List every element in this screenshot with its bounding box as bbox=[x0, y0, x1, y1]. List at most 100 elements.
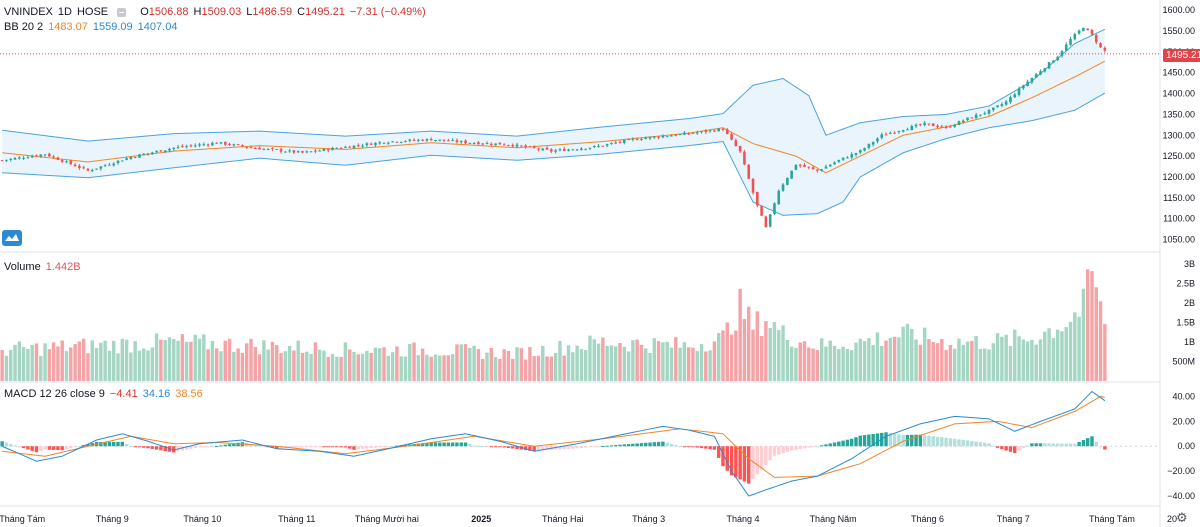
tradingview-logo-icon[interactable] bbox=[2, 228, 22, 248]
volume-bar bbox=[562, 355, 566, 381]
candle-body bbox=[241, 145, 244, 147]
volume-bar bbox=[90, 340, 94, 381]
candle-body bbox=[374, 142, 377, 146]
macd-histogram-bar bbox=[742, 446, 747, 482]
candle bbox=[90, 168, 94, 173]
volume-bar bbox=[541, 345, 545, 381]
price-axis-tick: 1550.00 bbox=[1162, 26, 1195, 36]
candle bbox=[1103, 46, 1107, 53]
macd-histogram-bar bbox=[69, 446, 73, 449]
volume-bar bbox=[455, 344, 459, 381]
candle-body bbox=[78, 165, 81, 168]
candle bbox=[193, 143, 197, 148]
macd-histogram-bar bbox=[875, 433, 880, 447]
macd-histogram-bar bbox=[403, 444, 408, 447]
macd-histogram-bar bbox=[13, 445, 17, 447]
volume-bar bbox=[523, 359, 528, 381]
macd-histogram-bar bbox=[236, 442, 240, 447]
macd-histogram-bar bbox=[472, 445, 476, 447]
volume-bar bbox=[180, 334, 185, 381]
volume-bar bbox=[1000, 336, 1004, 381]
macd-histogram-bar bbox=[729, 446, 734, 476]
macd-histogram-bar bbox=[365, 446, 369, 449]
macd-histogram-bar bbox=[43, 446, 47, 450]
collapse-legend-icon[interactable] bbox=[117, 7, 127, 17]
candle-body bbox=[142, 153, 146, 156]
candle-body bbox=[1030, 77, 1034, 83]
candle bbox=[13, 156, 17, 160]
macd-line bbox=[1, 390, 1106, 497]
candle-body bbox=[876, 138, 879, 142]
volume-bar bbox=[335, 356, 339, 381]
candle bbox=[906, 127, 909, 131]
candle bbox=[764, 215, 768, 228]
settings-gear-icon[interactable]: ⚙ bbox=[1176, 510, 1188, 525]
volume-bar bbox=[755, 311, 760, 381]
candle-body bbox=[695, 132, 699, 134]
candle-body bbox=[429, 139, 433, 141]
candle-body bbox=[193, 145, 197, 147]
price-axis-tick: 1250.00 bbox=[1162, 151, 1195, 161]
macd-histogram-bar bbox=[536, 446, 541, 451]
candle-body bbox=[288, 150, 291, 152]
volume-bar bbox=[678, 347, 682, 381]
candle-body bbox=[69, 160, 73, 165]
macd-histogram-bar bbox=[978, 442, 983, 447]
symbol-name[interactable]: VNINDEX bbox=[4, 6, 53, 18]
candle-body bbox=[966, 117, 969, 121]
candle bbox=[198, 142, 201, 148]
macd-histogram-bar bbox=[669, 443, 674, 447]
candle-body bbox=[631, 138, 635, 140]
candle-body bbox=[1000, 104, 1004, 106]
macd-histogram-bar bbox=[343, 446, 348, 448]
volume-bar bbox=[824, 346, 828, 381]
candle bbox=[515, 142, 519, 148]
bb-legend[interactable]: BB 20 2 1483.07 1559.09 1407.04 bbox=[4, 20, 182, 34]
macd-histogram-bar bbox=[39, 446, 43, 451]
volume-bar bbox=[575, 345, 579, 381]
candle-body bbox=[232, 144, 236, 146]
candle bbox=[249, 145, 253, 149]
candle bbox=[279, 147, 283, 154]
interval[interactable]: 1D bbox=[57, 6, 72, 18]
candle bbox=[1043, 67, 1047, 73]
candle-body bbox=[871, 141, 875, 145]
candle-body bbox=[73, 164, 77, 167]
macd-axis-tick: −20.00 bbox=[1167, 466, 1195, 476]
price-axis-tick: 1600.00 bbox=[1162, 5, 1195, 15]
macd-legend[interactable]: MACD 12 26 close 9 −4.41 34.16 38.56 bbox=[4, 387, 208, 401]
candle bbox=[653, 136, 656, 139]
volume-bar bbox=[43, 343, 47, 381]
macd-histogram-bar bbox=[922, 435, 927, 447]
macd-histogram-bar bbox=[764, 446, 768, 465]
macd-histogram-bar bbox=[575, 446, 579, 449]
candle bbox=[344, 145, 347, 149]
price-axis-tick: 1100.00 bbox=[1163, 214, 1195, 224]
candle bbox=[618, 140, 622, 144]
candle-body bbox=[820, 169, 823, 171]
candle-body bbox=[1086, 28, 1089, 31]
candle-body bbox=[751, 178, 755, 193]
candle-body bbox=[811, 167, 815, 169]
candle bbox=[846, 156, 849, 159]
macd-histogram-bar bbox=[476, 445, 481, 447]
candle-body bbox=[159, 150, 163, 152]
volume-bar bbox=[644, 348, 648, 381]
macd-histogram-bar bbox=[26, 446, 30, 450]
bb-name: BB 20 2 bbox=[4, 21, 44, 33]
volume-bar bbox=[210, 340, 215, 381]
volume-bar bbox=[1021, 339, 1026, 381]
candle-body bbox=[953, 124, 956, 127]
macd-histogram-bar bbox=[802, 446, 807, 449]
macd-histogram-bar bbox=[768, 446, 772, 461]
candle bbox=[1052, 59, 1055, 63]
volume-legend[interactable]: Volume 1.442B bbox=[4, 260, 86, 274]
volume-value: 1.442B bbox=[45, 261, 81, 273]
macd-histogram-bar bbox=[892, 433, 897, 447]
candle bbox=[833, 161, 836, 165]
candle-body bbox=[108, 164, 111, 166]
candle-body bbox=[481, 143, 484, 145]
volume-bar bbox=[232, 351, 236, 381]
candle-body bbox=[730, 134, 733, 140]
